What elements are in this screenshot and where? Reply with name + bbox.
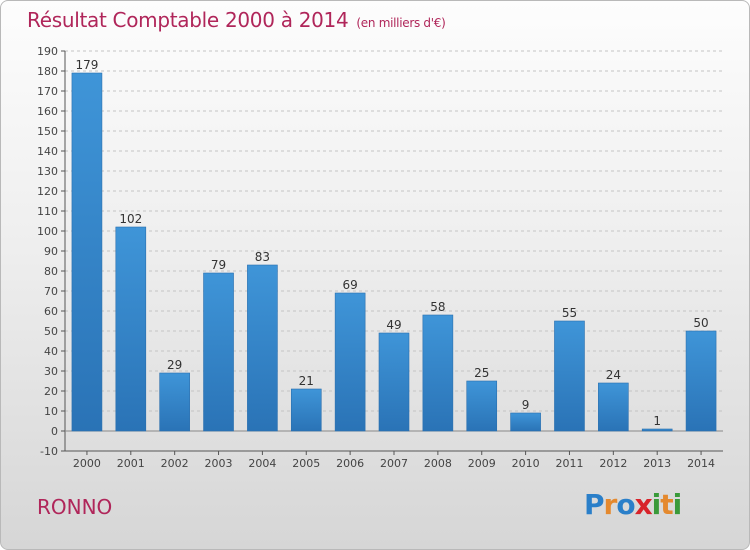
y-tick-label: 70 (44, 285, 58, 298)
y-tick-label: 140 (37, 145, 58, 158)
bar-value-label: 179 (75, 58, 98, 72)
bar (290, 388, 322, 432)
y-tick-label: 160 (37, 105, 58, 118)
bar-value-label: 9 (522, 398, 530, 412)
bar (378, 332, 410, 432)
logo-letter: r (603, 488, 618, 521)
x-tick-label: 2011 (555, 457, 583, 470)
logo-letter: P (584, 488, 605, 521)
y-tick-label: 20 (44, 385, 58, 398)
bar-value-label: 1 (653, 414, 661, 428)
bar-value-label: 55 (562, 306, 577, 320)
place-name: RONNO (37, 495, 113, 519)
y-tick-label: 110 (37, 205, 58, 218)
y-tick-label: 30 (44, 365, 58, 378)
bar (422, 314, 454, 432)
bar-value-label: 25 (474, 366, 489, 380)
bar (334, 292, 366, 432)
x-tick-label: 2009 (468, 457, 496, 470)
x-tick-label: 2002 (161, 457, 189, 470)
x-tick-label: 2012 (599, 457, 627, 470)
bar (598, 382, 629, 432)
y-tick-label: 0 (51, 425, 58, 438)
y-tick-label: 90 (44, 245, 58, 258)
bar (247, 264, 278, 432)
bar (510, 412, 541, 432)
bar-value-label: 83 (255, 250, 270, 264)
chart-title: Résultat Comptable 2000 à 2014 (en millie… (27, 8, 446, 32)
x-tick-label: 2014 (687, 457, 715, 470)
x-tick-label: 2005 (292, 457, 320, 470)
y-tick-label: 150 (37, 125, 58, 138)
y-tick-label: 120 (37, 185, 58, 198)
y-tick-label: 100 (37, 225, 58, 238)
x-tick-label: 2003 (205, 457, 233, 470)
bar-value-label: 50 (693, 316, 708, 330)
proxiti-logo: Proxiti (584, 488, 683, 521)
bar (466, 380, 498, 432)
logo-letter: t (660, 488, 673, 521)
bar-value-label: 58 (430, 300, 445, 314)
chart-title-text: Résultat Comptable 2000 à 2014 (27, 8, 349, 32)
y-tick-label: 130 (37, 165, 58, 178)
bar-value-label: 49 (386, 318, 401, 332)
bar-value-label: 79 (211, 258, 226, 272)
x-tick-label: 2006 (336, 457, 364, 470)
chart-subtitle: (en milliers d'€) (356, 16, 446, 30)
bar (685, 330, 717, 432)
y-tick-label: 40 (44, 345, 58, 358)
x-tick-label: 2004 (248, 457, 276, 470)
logo-letter: i (672, 488, 683, 521)
logo-letter: i (651, 488, 662, 521)
y-tick-label: 190 (37, 45, 58, 58)
x-tick-label: 2000 (73, 457, 101, 470)
x-tick-label: 2001 (117, 457, 145, 470)
x-tick-label: 2010 (512, 457, 540, 470)
x-tick-label: 2013 (643, 457, 671, 470)
y-tick-label: 180 (37, 65, 58, 78)
bar-value-label: 102 (119, 212, 142, 226)
bar (115, 226, 147, 432)
logo-letter: o (616, 488, 635, 521)
x-tick-label: 2008 (424, 457, 452, 470)
bar-value-label: 69 (342, 278, 357, 292)
x-tick-label: 2007 (380, 457, 408, 470)
bar-value-label: 24 (606, 368, 621, 382)
bar-value-label: 29 (167, 358, 182, 372)
bar (71, 72, 103, 432)
bar-value-label: 21 (299, 374, 314, 388)
y-tick-label: 60 (44, 305, 58, 318)
bar (203, 272, 234, 432)
bar (554, 320, 585, 432)
y-tick-label: 170 (37, 85, 58, 98)
bar (159, 372, 190, 432)
y-tick-label: -10 (40, 445, 58, 458)
y-tick-label: 10 (44, 405, 58, 418)
y-tick-label: 80 (44, 265, 58, 278)
y-tick-label: 50 (44, 325, 58, 338)
logo-letter: x (634, 488, 653, 521)
bar (641, 428, 673, 432)
